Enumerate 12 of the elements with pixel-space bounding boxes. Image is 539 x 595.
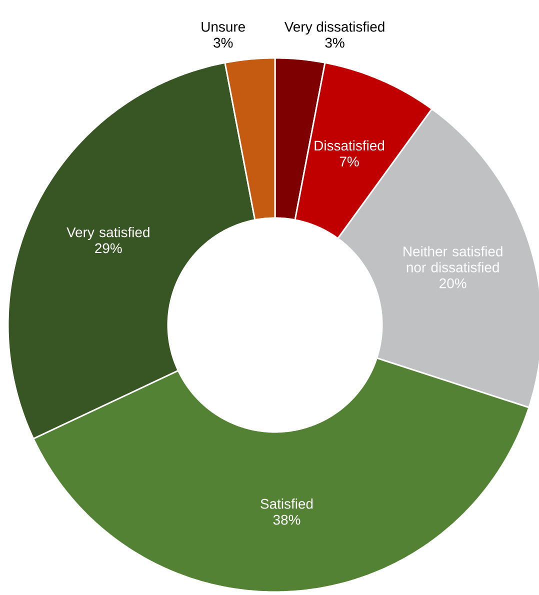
slice-label: Very satisfied bbox=[66, 227, 150, 240]
slice-label: Neither satisfied nor dissatisfied bbox=[404, 246, 502, 272]
data-label: 7% bbox=[340, 156, 359, 166]
slice-label: Satisfied bbox=[260, 498, 313, 509]
data-label: 3% bbox=[325, 38, 344, 48]
data-label: 3% bbox=[214, 38, 233, 48]
data-label: 38% bbox=[273, 514, 300, 525]
data-label: 20% bbox=[440, 278, 466, 288]
slice-label: Dissatisfied bbox=[314, 140, 384, 151]
data-label: 29% bbox=[95, 243, 122, 254]
slice-label: Unsure bbox=[202, 22, 245, 32]
slice-label: Very dissatisfied bbox=[284, 22, 384, 35]
